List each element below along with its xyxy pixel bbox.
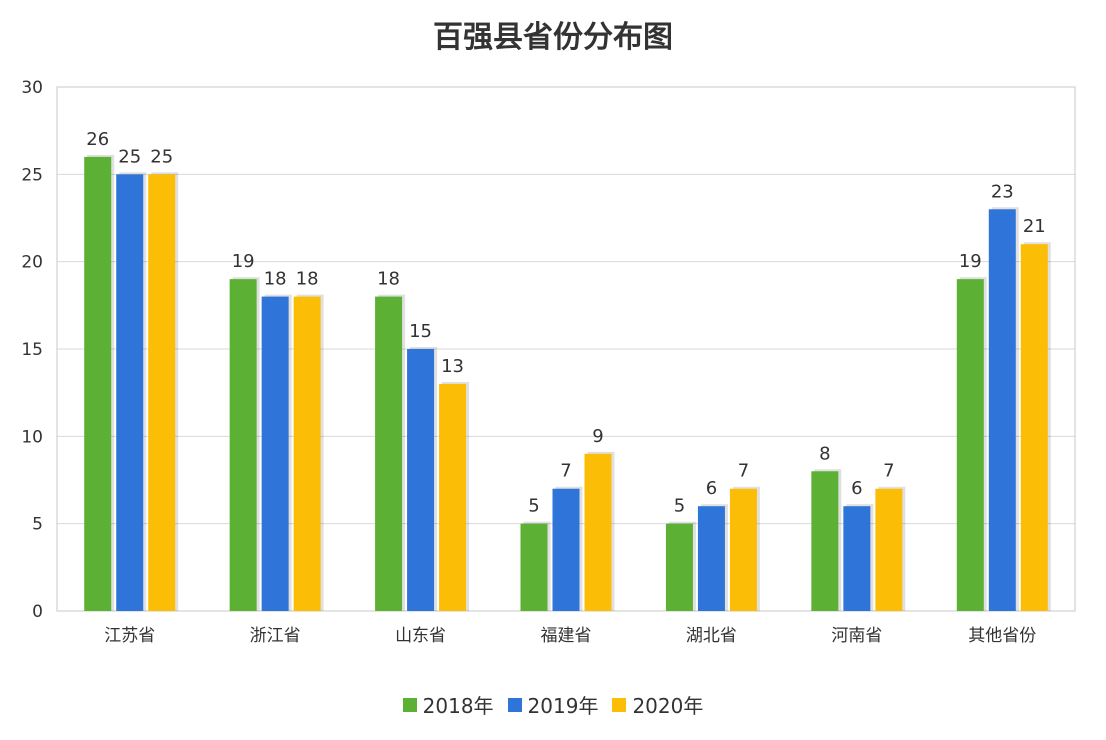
bar xyxy=(665,523,693,611)
bar xyxy=(875,488,903,611)
x-tick-label: 福建省 xyxy=(541,626,592,646)
legend-label: 2020年 xyxy=(632,694,704,718)
bar xyxy=(552,488,580,611)
data-label: 23 xyxy=(991,181,1014,202)
y-tick-label: 15 xyxy=(21,340,43,360)
x-tick-label: 江苏省 xyxy=(104,626,155,646)
x-tick-label: 其他省份 xyxy=(968,626,1036,646)
x-tick-label: 湖北省 xyxy=(686,626,737,646)
data-label: 21 xyxy=(1023,216,1046,237)
y-tick-label: 5 xyxy=(32,515,43,535)
bar xyxy=(407,349,435,611)
data-label: 18 xyxy=(264,269,287,290)
bar xyxy=(697,506,725,611)
bar xyxy=(84,156,112,611)
data-label: 25 xyxy=(150,146,173,167)
data-label: 19 xyxy=(959,251,982,272)
bar xyxy=(148,174,176,612)
data-label: 25 xyxy=(118,146,141,167)
data-label: 6 xyxy=(706,478,717,499)
legend-label: 2018年 xyxy=(422,694,494,718)
legend-swatch xyxy=(402,697,417,712)
data-label: 9 xyxy=(592,426,603,447)
legend-swatch xyxy=(507,697,522,712)
data-label: 6 xyxy=(851,478,862,499)
legend-label: 2019年 xyxy=(527,694,599,718)
legend-item: 2018年 xyxy=(402,690,494,719)
data-label: 8 xyxy=(819,443,830,464)
bar xyxy=(584,453,612,611)
bar xyxy=(520,523,548,611)
data-label: 5 xyxy=(674,496,685,517)
bar xyxy=(988,209,1016,611)
y-tick-label: 0 xyxy=(32,602,43,622)
data-label: 5 xyxy=(528,496,539,517)
data-label: 26 xyxy=(86,129,109,150)
data-label: 19 xyxy=(232,251,255,272)
data-label: 18 xyxy=(377,269,400,290)
bar xyxy=(116,174,144,612)
bar xyxy=(843,506,871,611)
y-tick-label: 20 xyxy=(21,253,43,273)
y-tick-label: 30 xyxy=(21,78,43,98)
bar xyxy=(375,296,403,611)
x-tick-label: 山东省 xyxy=(395,626,446,646)
legend-item: 2019年 xyxy=(507,690,599,719)
data-label: 7 xyxy=(883,461,894,482)
bar xyxy=(439,383,467,611)
data-label: 7 xyxy=(560,461,571,482)
data-label: 15 xyxy=(409,321,432,342)
legend: 2018年 2019年 2020年 xyxy=(0,690,1106,719)
legend-swatch xyxy=(612,697,627,712)
y-tick-label: 10 xyxy=(21,427,43,447)
data-label: 7 xyxy=(738,461,749,482)
bar xyxy=(811,471,839,611)
chart-title: 百强县省份分布图 xyxy=(433,20,673,55)
y-tick-label: 25 xyxy=(21,165,43,185)
bar xyxy=(956,279,984,611)
bar xyxy=(261,296,289,611)
bar xyxy=(229,279,257,611)
x-tick-label: 浙江省 xyxy=(250,626,301,646)
legend-item: 2020年 xyxy=(612,690,703,719)
bar xyxy=(729,488,757,611)
data-label: 18 xyxy=(296,269,319,290)
data-label: 13 xyxy=(441,356,464,377)
bar xyxy=(293,296,321,611)
bar xyxy=(1020,244,1048,611)
x-tick-label: 河南省 xyxy=(831,626,882,646)
